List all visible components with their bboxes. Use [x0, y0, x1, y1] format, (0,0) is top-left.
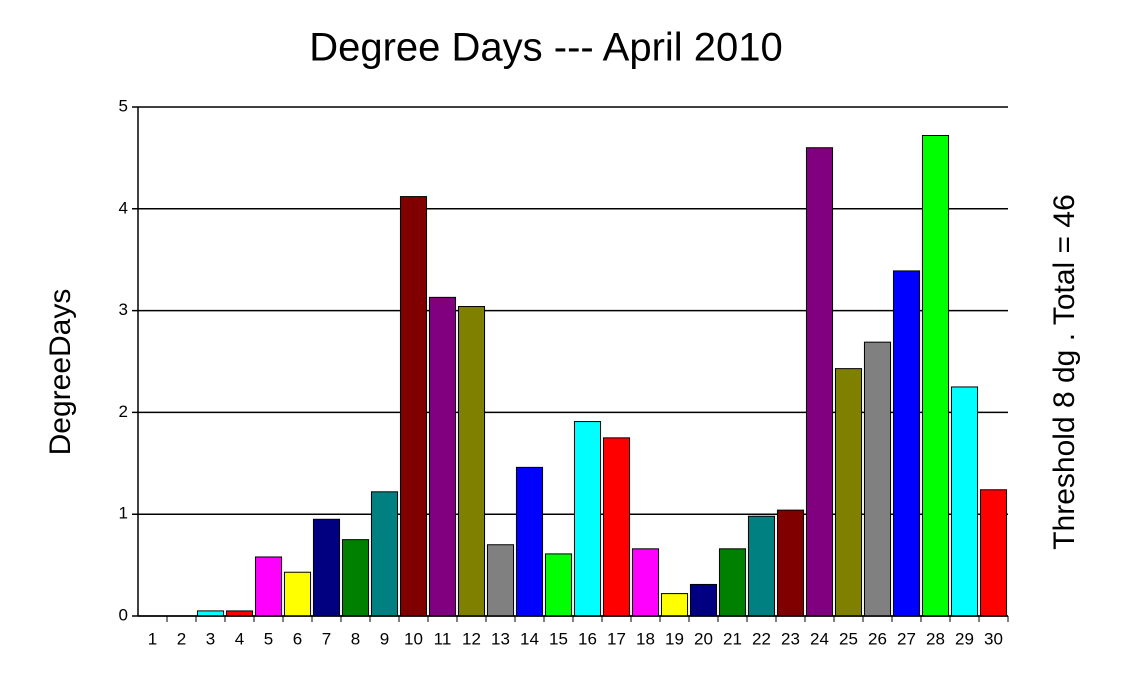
- bar: [486, 544, 515, 617]
- x-tick-label: 20: [694, 629, 713, 648]
- bar: [544, 553, 573, 617]
- x-tick-label: 6: [293, 629, 302, 648]
- bar: [660, 593, 689, 617]
- x-tick-label: 24: [810, 629, 829, 648]
- bar: [689, 583, 718, 617]
- bar: [283, 571, 312, 617]
- y-tick-label: 3: [119, 300, 128, 319]
- bar: [631, 548, 660, 617]
- bar: [196, 610, 225, 617]
- x-tick-label: 25: [839, 629, 858, 648]
- x-tick-label: 23: [781, 629, 800, 648]
- x-tick-label: 28: [926, 629, 945, 648]
- bar: [979, 489, 1008, 617]
- x-tick-label: 9: [380, 629, 389, 648]
- x-tick-label: 8: [351, 629, 360, 648]
- x-tick-label: 26: [868, 629, 887, 648]
- chart-title: Degree Days --- April 2010: [309, 26, 783, 70]
- y-tick-label: 2: [119, 402, 128, 421]
- x-tick-label: 27: [897, 629, 916, 648]
- y-axis-label: DegreeDays: [44, 289, 77, 456]
- y-tick-label: 1: [119, 504, 128, 523]
- bar: [225, 610, 254, 617]
- bar: [921, 135, 950, 617]
- x-tick-label: 3: [206, 629, 215, 648]
- x-tick-label: 10: [404, 629, 423, 648]
- bar: [341, 539, 370, 617]
- x-tick-label: 16: [578, 629, 597, 648]
- bar: [747, 515, 776, 617]
- x-tick-label: 11: [434, 629, 452, 648]
- bar: [776, 509, 805, 617]
- x-tick-label: 2: [177, 629, 186, 648]
- bar: [573, 421, 602, 617]
- bar: [718, 548, 747, 617]
- x-tick-label: 22: [752, 629, 771, 648]
- x-tick-label: 13: [491, 629, 510, 648]
- bar: [370, 491, 399, 617]
- right-label: Threshold 8 dg . Total = 46: [1048, 194, 1081, 550]
- bar: [399, 196, 428, 617]
- bar: [950, 386, 979, 617]
- x-tick-label: 7: [322, 629, 331, 648]
- bar: [312, 518, 341, 617]
- x-tick-label: 1: [148, 629, 157, 648]
- bar: [457, 306, 486, 617]
- x-tick-label: 17: [607, 629, 626, 648]
- bar: [254, 556, 283, 617]
- bar: [515, 466, 544, 617]
- x-tick-label: 15: [549, 629, 568, 648]
- y-tick-label: 4: [119, 198, 128, 217]
- x-tick-label: 21: [723, 629, 742, 648]
- y-tick-label: 5: [119, 96, 128, 115]
- x-tick-label: 18: [636, 629, 655, 648]
- bar: [892, 270, 921, 617]
- bar: [863, 341, 892, 617]
- x-tick-label: 14: [520, 629, 539, 648]
- bar: [602, 437, 631, 617]
- bar: [428, 296, 457, 617]
- x-tick-label: 19: [665, 629, 684, 648]
- x-tick-label: 29: [955, 629, 974, 648]
- x-tick-label: 4: [235, 629, 244, 648]
- x-tick-label: 5: [264, 629, 273, 648]
- y-tick-label: 0: [119, 605, 128, 624]
- x-tick-label: 12: [462, 629, 481, 648]
- bar: [834, 368, 863, 617]
- x-tick-label: 30: [984, 629, 1003, 648]
- bar: [805, 147, 834, 617]
